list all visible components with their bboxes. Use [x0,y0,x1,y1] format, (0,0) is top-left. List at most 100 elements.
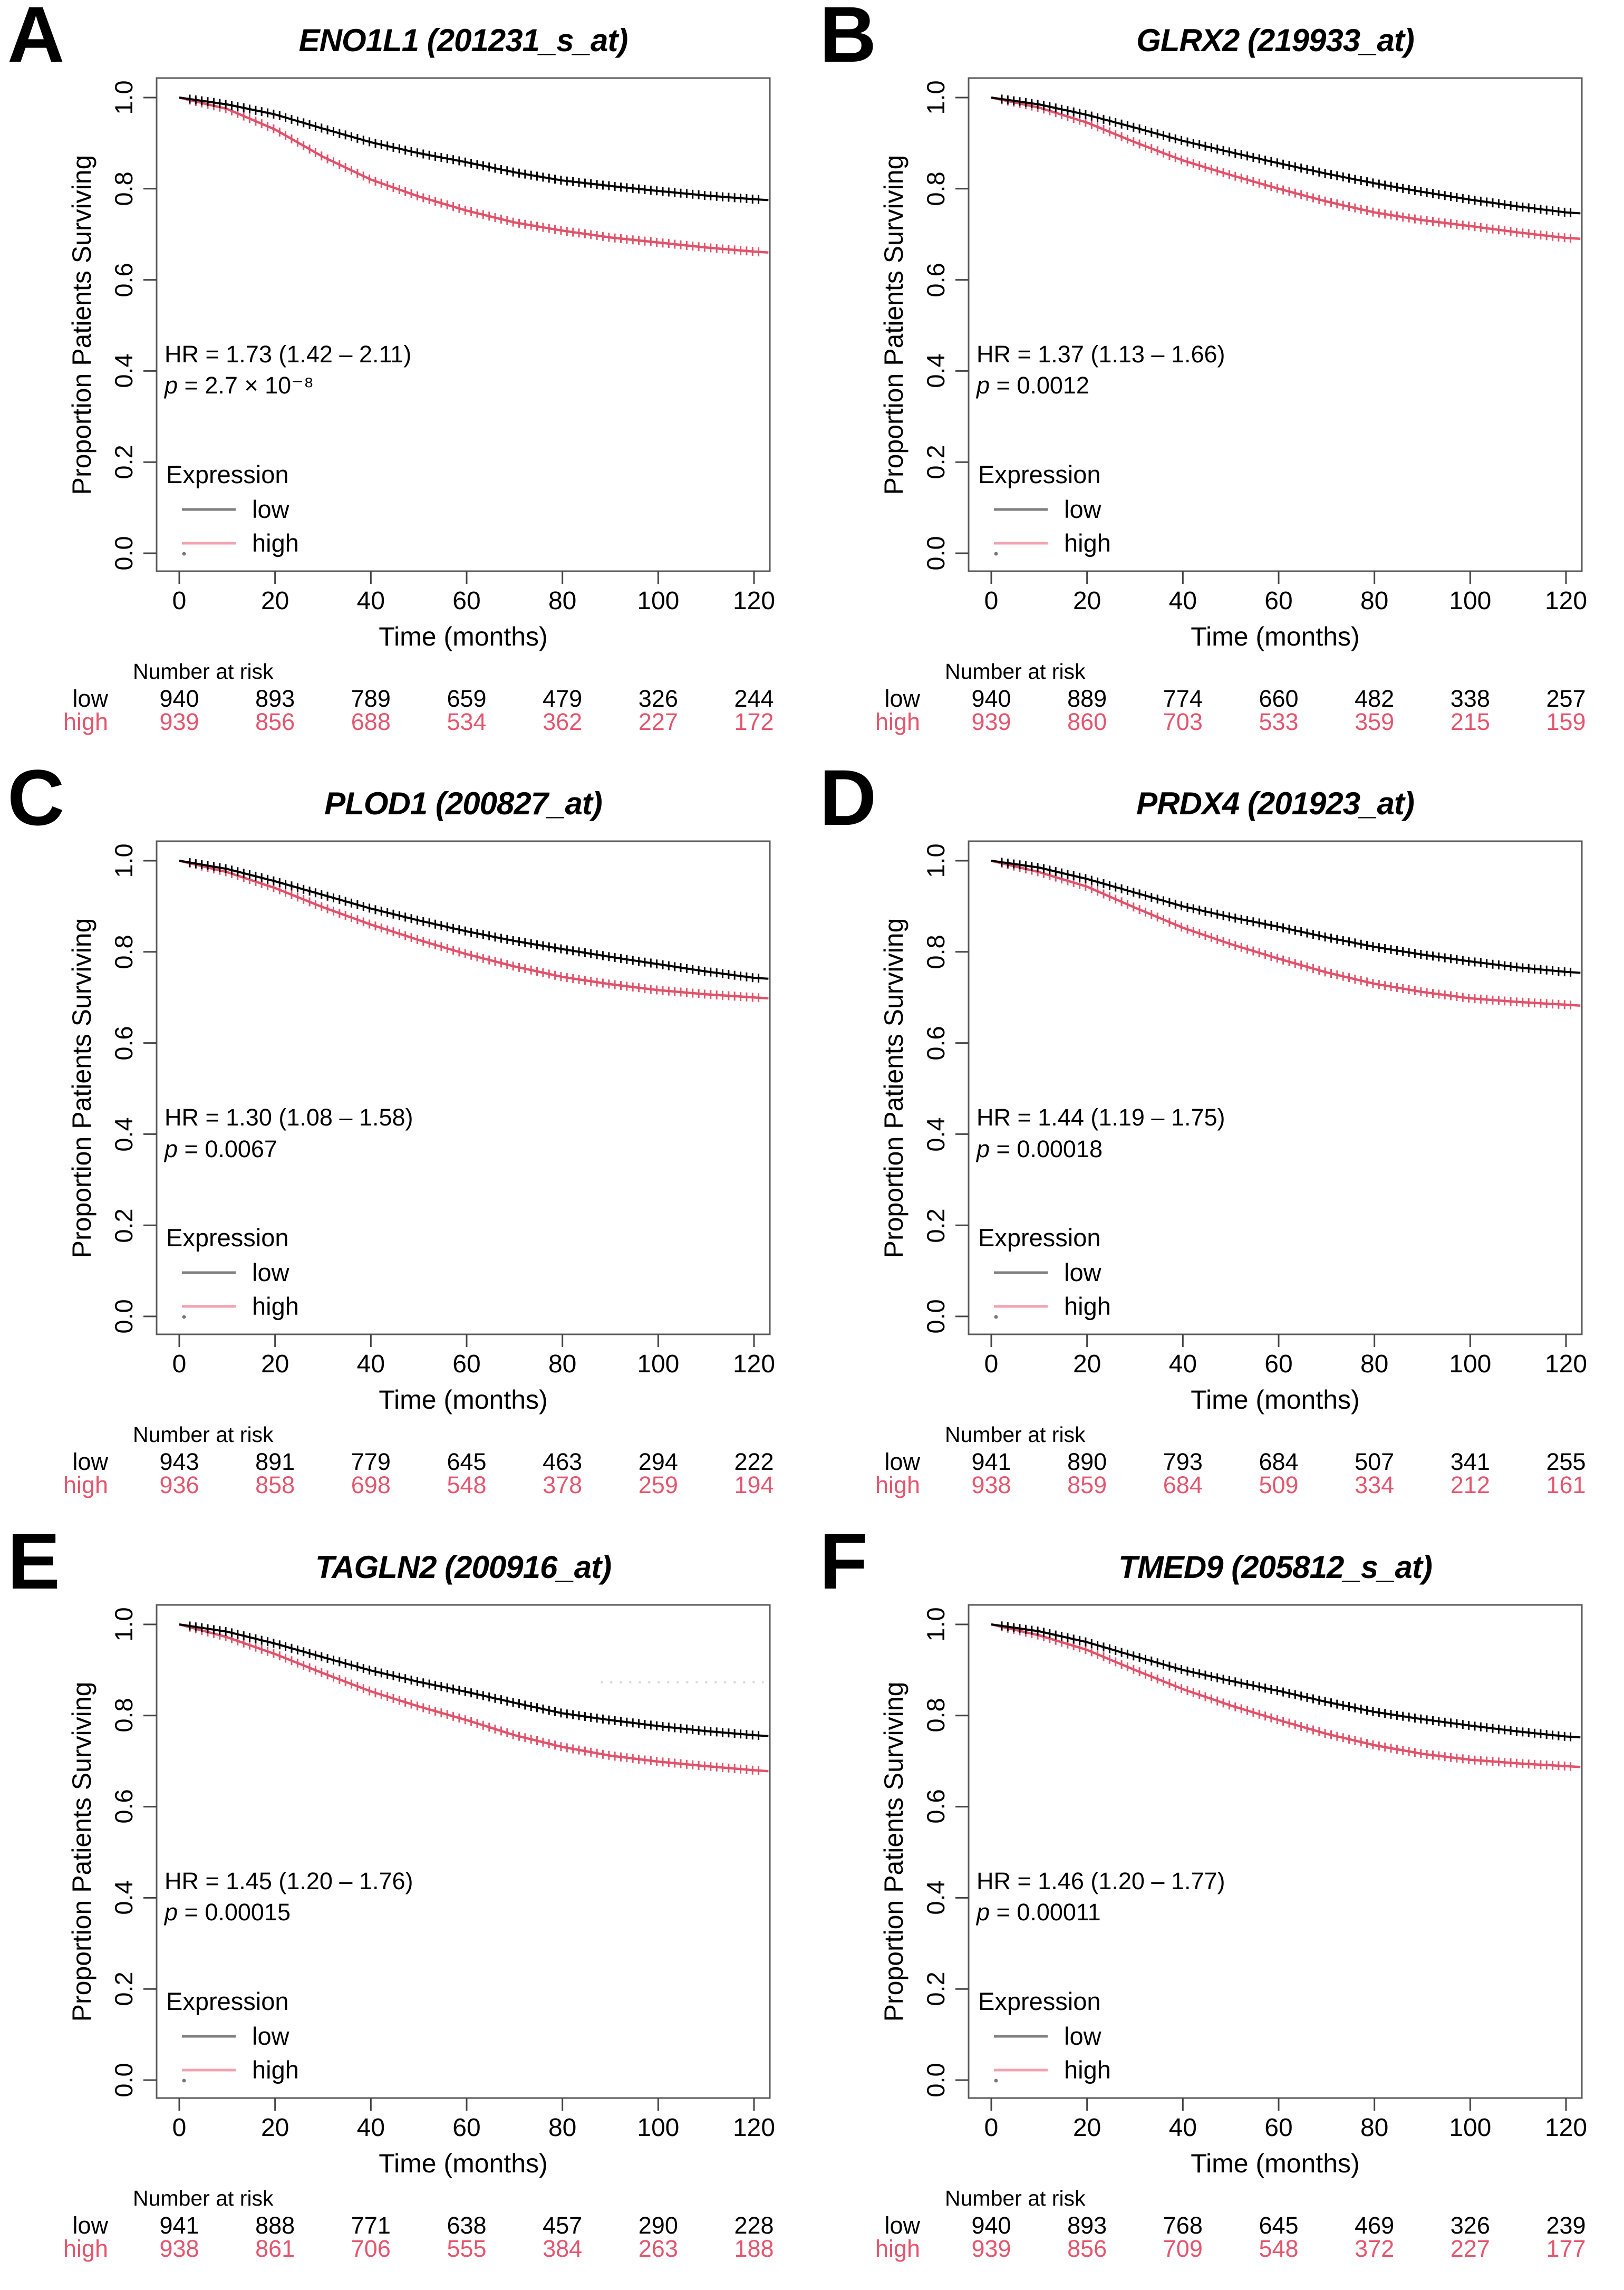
x-axis-title: Time (months) [379,1385,548,1415]
y-tick-label: 0.8 [110,935,138,969]
plot-frame [156,77,771,572]
p-symbol: p [165,1899,178,1926]
y-tick-label: 0.0 [110,536,138,571]
risk-table-title: Number at risk [133,1422,274,1447]
risk-table-title: Number at risk [133,2186,274,2210]
risk-row-label-low: low [72,685,108,712]
risk-count-high: 555 [447,2235,487,2262]
x-tick-label: 60 [1264,1350,1293,1379]
x-tick-label: 120 [732,2113,776,2142]
y-axis-title: Proportion Patients Surviving [879,1681,908,2022]
km-panel-E: E TAGLN2 (200916_at) Proportion Patients… [0,1522,812,2290]
risk-count-high: 259 [638,1471,678,1499]
x-tick-label: 40 [1168,2113,1197,2142]
hr-annotation: HR = 1.46 (1.20 – 1.77) p = 0.00011 [977,1865,1225,1928]
risk-count-high: 362 [543,708,583,735]
y-tick-label: 1.0 [922,1606,950,1642]
x-tick-label: 80 [548,1350,577,1379]
risk-count-high: 548 [1259,2235,1299,2262]
x-tick-label: 20 [1072,1350,1101,1379]
legend-item-high-label: high [1064,1292,1111,1321]
risk-count-high: 188 [734,2235,774,2262]
risk-row-label-low: low [884,685,920,712]
hr-text: HR = 1.30 (1.08 – 1.58) [165,1104,413,1131]
risk-row-label-high: high [875,1471,920,1499]
x-tick-label: 100 [1449,2113,1492,2142]
x-tick-label: 0 [984,1350,999,1379]
legend-title: Expression [166,1224,289,1252]
y-tick-label: 0.2 [922,1208,950,1243]
risk-count-low: 891 [255,1448,295,1476]
hr-annotation: HR = 1.45 (1.20 – 1.76) p = 0.00015 [165,1865,413,1928]
p-value: = 2.7 × 10⁻⁸ [178,372,314,399]
x-tick-label: 40 [1168,587,1197,615]
p-value: = 0.00018 [990,1135,1103,1162]
legend-title: Expression [166,1987,289,2015]
hr-text: HR = 1.73 (1.42 – 2.11) [165,341,412,368]
risk-count-high: 263 [638,2235,678,2262]
x-tick-label: 120 [1544,1350,1588,1379]
risk-count-high: 938 [971,1471,1011,1499]
risk-count-low: 771 [351,2211,391,2239]
p-symbol: p [165,372,178,399]
risk-count-low: 889 [1067,685,1107,712]
y-axis-title: Proportion Patients Surviving [67,155,96,495]
x-tick-label: 60 [452,587,481,615]
x-tick-label: 20 [260,1350,289,1379]
panel-letter: B [819,0,877,79]
stray-dot [994,552,998,556]
legend-item-high-label: high [1064,529,1111,557]
x-tick-label: 100 [637,1350,680,1379]
risk-count-low: 222 [734,1448,774,1476]
p-value-text: p = 0.00018 [977,1133,1225,1165]
legend-item-low-label: low [1064,1258,1101,1287]
km-curve-high [179,1623,769,1773]
risk-count-low: 239 [1546,2211,1586,2239]
x-axis-title: Time (months) [1191,1385,1360,1415]
hr-annotation: HR = 1.30 (1.08 – 1.58) p = 0.0067 [165,1102,413,1165]
risk-count-low: 457 [543,2211,583,2239]
y-tick-label: 0.6 [110,1789,138,1824]
risk-table-title: Number at risk [945,2186,1086,2210]
x-axis-title: Time (months) [379,2148,548,2178]
risk-count-low: 244 [734,685,774,712]
y-tick-label: 0.0 [110,2062,138,2097]
risk-count-high: 703 [1163,708,1203,735]
risk-count-low: 789 [351,685,391,712]
y-axis-title: Proportion Patients Surviving [879,918,908,1258]
risk-count-low: 890 [1067,1448,1107,1476]
risk-count-high: 172 [734,708,774,735]
risk-count-high: 698 [351,1471,391,1499]
x-tick-label: 0 [172,1350,187,1379]
risk-count-low: 482 [1355,685,1395,712]
km-panel-A: A ENO1L1 (201231_s_at) Proportion Patien… [0,0,812,764]
x-tick-label: 20 [260,587,289,615]
x-tick-label: 80 [548,587,577,615]
x-tick-label: 0 [984,2113,999,2142]
panel-title: GLRX2 (219933_at) [1136,23,1415,58]
y-tick-label: 1.0 [110,843,138,878]
risk-row-label-low: low [72,1448,108,1476]
risk-count-low: 684 [1259,1448,1299,1476]
censor-marks-high [189,95,760,257]
risk-count-high: 534 [447,708,487,735]
x-tick-label: 20 [1072,2113,1101,2142]
y-tick-label: 0.6 [110,1026,138,1061]
risk-count-low: 940 [971,2211,1011,2239]
legend-item-high-label: high [252,529,299,557]
y-tick-label: 0.4 [110,353,138,389]
panel-title: PLOD1 (200827_at) [324,786,603,822]
hr-text: HR = 1.37 (1.13 – 1.66) [977,341,1225,368]
hr-annotation: HR = 1.44 (1.19 – 1.75) p = 0.00018 [977,1102,1225,1165]
risk-table-title: Number at risk [945,1422,1086,1447]
censor-marks-low [189,94,760,204]
risk-count-high: 212 [1450,1471,1490,1499]
risk-count-low: 645 [1259,2211,1299,2239]
x-tick-label: 0 [172,587,187,615]
panel-title: TMED9 (205812_s_at) [1118,1549,1433,1585]
risk-count-low: 888 [255,2211,295,2239]
stray-dot [182,1315,186,1319]
risk-count-low: 463 [543,1448,583,1476]
p-symbol: p [165,1135,178,1162]
